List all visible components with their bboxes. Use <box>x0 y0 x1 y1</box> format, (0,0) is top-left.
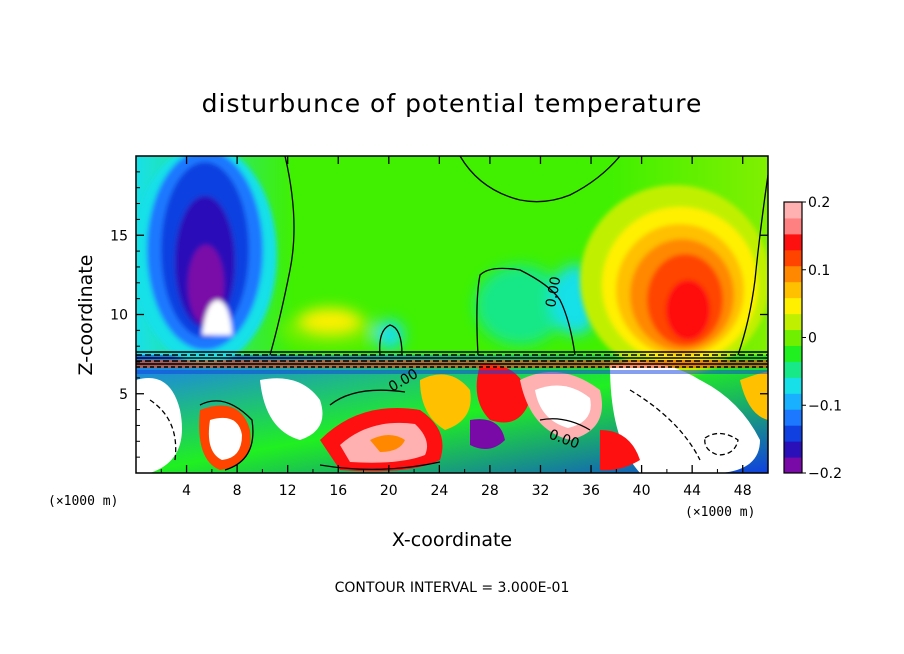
colorbar-tick-label: 0.2 <box>808 195 830 211</box>
colorbar-swatch <box>784 425 802 442</box>
colorbar-swatch <box>784 265 802 283</box>
colorbar-swatch <box>784 297 802 315</box>
colorbar: 0.2 0.1 0 −0.1 −0.2 <box>783 195 842 482</box>
colorbar-swatch <box>784 441 802 458</box>
turbulent-layer <box>136 360 768 473</box>
y-axis-label: Z-coordinate <box>75 255 97 376</box>
x-tick-label: 8 <box>233 483 242 499</box>
x-unit-label: (×1000 m) <box>685 505 755 520</box>
cold-plume <box>136 156 277 365</box>
y-axis: 5 10 15 <box>110 171 768 458</box>
x-tick-label: 4 <box>182 483 191 499</box>
x-tick-label: 32 <box>532 483 550 499</box>
colorbar-swatch <box>784 361 802 378</box>
x-tick-label: 40 <box>633 483 651 499</box>
colorbar-swatch <box>784 457 802 474</box>
colorbar-swatch <box>784 281 802 299</box>
y-tick-label: 10 <box>110 308 128 324</box>
inversion-band <box>136 351 768 368</box>
contour-lines <box>149 156 768 471</box>
colorbar-swatch <box>784 409 802 426</box>
colorbar-swatch <box>784 249 802 267</box>
warm-plume <box>580 185 768 375</box>
contour-label: 0.00 <box>543 275 564 308</box>
chart-title: disturbunce of potential temperature <box>202 89 703 118</box>
x-axis: 4 8 12 16 20 24 28 32 36 40 44 48 <box>160 156 752 499</box>
colorbar-swatch <box>784 217 802 235</box>
x-axis-label: X-coordinate <box>392 529 512 551</box>
colorbar-tick-label: 0 <box>808 331 817 347</box>
y-tick-label: 15 <box>110 228 128 244</box>
colorbar-swatch <box>784 233 802 251</box>
colorbar-swatch <box>784 393 802 410</box>
x-tick-label: 44 <box>683 483 701 499</box>
x-tick-label: 20 <box>380 483 398 499</box>
plot-area <box>136 156 768 473</box>
colorbar-swatch <box>784 377 802 394</box>
colorbar-swatch <box>784 313 802 331</box>
contour-interval-note: CONTOUR INTERVAL = 3.000E-01 <box>335 580 570 596</box>
x-tick-label: 36 <box>582 483 600 499</box>
x-tick-label: 48 <box>734 483 752 499</box>
colorbar-tick-label: −0.1 <box>808 398 842 414</box>
x-tick-label: 28 <box>481 483 499 499</box>
colorbar-tick-label: 0.1 <box>808 263 830 279</box>
colorbar-swatch <box>784 202 802 219</box>
colorbar-swatch <box>784 345 802 362</box>
y-tick-label: 5 <box>119 387 128 403</box>
colorbar-tick-label: −0.2 <box>808 466 842 482</box>
x-tick-label: 16 <box>329 483 347 499</box>
x-tick-label: 12 <box>279 483 297 499</box>
colorbar-swatch <box>784 329 802 346</box>
x-tick-label: 24 <box>430 483 448 499</box>
z-unit-label: (×1000 m) <box>48 494 118 509</box>
